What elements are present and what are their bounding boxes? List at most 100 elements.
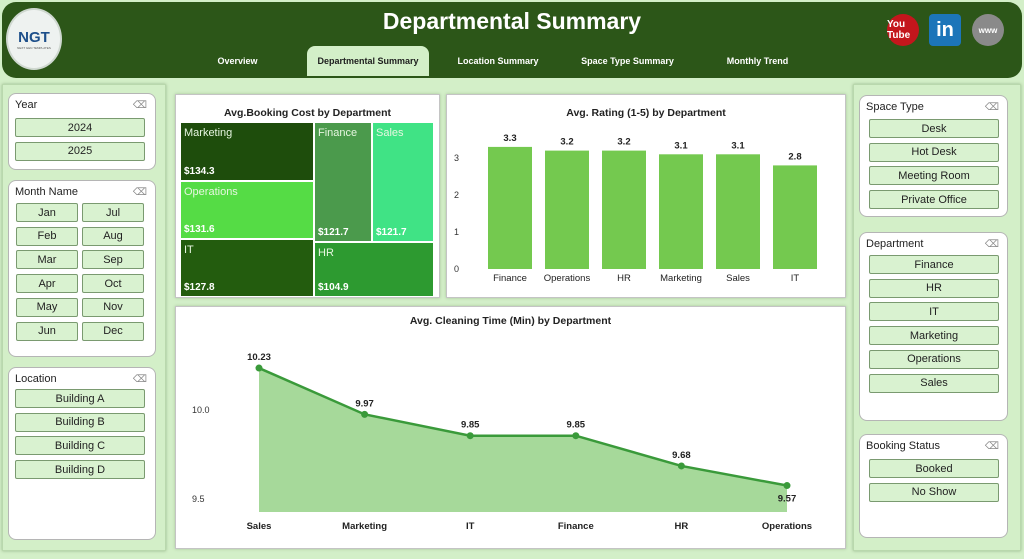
tab-space-type-summary[interactable]: Space Type Summary <box>581 56 674 66</box>
ngt-logo: NGT NEXT GEN TEMPLATES <box>6 8 62 70</box>
youtube-icon[interactable]: You Tube <box>887 14 919 46</box>
bar-sales[interactable] <box>716 154 760 269</box>
data-label: 3.3 <box>503 133 516 144</box>
slicer-option-desk[interactable]: Desk <box>869 119 999 138</box>
slicer-option-feb[interactable]: Feb <box>16 226 78 246</box>
slicer-option-building-a[interactable]: Building A <box>15 389 145 408</box>
data-label: 9.85 <box>567 420 586 431</box>
eraser-icon[interactable]: ⌫ <box>984 441 999 452</box>
slicer-option-jul[interactable]: Jul <box>82 203 144 222</box>
bar-operations[interactable] <box>545 150 589 269</box>
slicer-option-meeting-room[interactable]: Meeting Room <box>869 166 999 186</box>
location-slicer: Location ⌫ Building A Building B Building C B… <box>8 367 156 540</box>
data-point-finance[interactable] <box>572 432 580 440</box>
slicer-option-building-c[interactable]: Building C <box>15 436 145 456</box>
slicer-option-marketing[interactable]: Marketing <box>869 326 999 346</box>
y-tick-label: 9.5 <box>192 494 205 504</box>
slicer-title: Month Name <box>15 186 78 198</box>
eraser-icon[interactable]: ⌫ <box>984 239 999 250</box>
data-point-operations[interactable] <box>783 482 791 490</box>
area-fill <box>259 368 787 512</box>
eraser-icon[interactable]: ⌫ <box>132 374 147 385</box>
slicer-option-may[interactable]: May <box>16 297 78 317</box>
bar-it[interactable] <box>773 165 817 269</box>
tile-label: Operations <box>184 186 238 198</box>
slicer-option-dec[interactable]: Dec <box>82 321 144 341</box>
y-tick-label: 2 <box>454 190 459 200</box>
treemap-tile-finance[interactable]: Finance $121.7 <box>314 122 372 242</box>
data-point-hr[interactable] <box>677 462 685 470</box>
tile-value: $134.3 <box>184 166 215 177</box>
tile-value: $127.8 <box>184 282 215 293</box>
eraser-icon[interactable]: ⌫ <box>984 102 999 113</box>
x-tick-label: Finance <box>558 521 594 532</box>
space-type-slicer: Space Type ⌫ Desk Hot Desk Meeting Room Priva… <box>859 95 1008 217</box>
slicer-option-finance[interactable]: Finance <box>869 255 999 274</box>
slicer-option-no-show[interactable]: No Show <box>869 482 999 502</box>
x-tick-label: Sales <box>247 521 272 532</box>
slicer-option-sales[interactable]: Sales <box>869 373 999 393</box>
x-tick-label: Operations <box>762 521 812 532</box>
y-tick-label: 1 <box>454 227 459 237</box>
data-label: 9.85 <box>461 420 480 431</box>
treemap-tile-it[interactable]: IT $127.8 <box>180 239 314 297</box>
treemap-tile-operations[interactable]: Operations $131.6 <box>180 181 314 239</box>
data-point-it[interactable] <box>466 432 474 440</box>
booking-status-slicer: Booking Status ⌫ Booked No Show <box>859 434 1008 538</box>
logo-subtext: NEXT GEN TEMPLATES <box>17 45 51 50</box>
bar-hr[interactable] <box>602 150 646 269</box>
tile-value: $121.7 <box>376 227 407 238</box>
slicer-option-mar[interactable]: Mar <box>16 250 78 270</box>
treemap-tile-hr[interactable]: HR $104.9 <box>314 242 434 297</box>
slicer-option-sep[interactable]: Sep <box>82 250 144 270</box>
slicer-option-building-b[interactable]: Building B <box>15 412 145 432</box>
slicer-option-jan[interactable]: Jan <box>16 203 78 222</box>
cleaning-time-area-chart: Avg. Cleaning Time (Min) by Department 1… <box>175 306 846 549</box>
logo-text: NGT <box>18 28 50 46</box>
tab-overview[interactable]: Overview <box>217 56 258 66</box>
chart-title: Avg. Cleaning Time (Min) by Department <box>409 315 612 327</box>
slicer-option-building-d[interactable]: Building D <box>15 460 145 480</box>
slicer-option-booked[interactable]: Booked <box>869 459 999 478</box>
treemap-tile-sales[interactable]: Sales $121.7 <box>372 122 434 242</box>
slicer-option-oct[interactable]: Oct <box>82 274 144 294</box>
x-tick-label: HR <box>675 521 689 532</box>
year-slicer: Year ⌫ 2024 2025 <box>8 93 156 170</box>
slicer-option-aug[interactable]: Aug <box>82 226 144 246</box>
slicer-title: Location <box>15 373 57 385</box>
linkedin-icon[interactable]: in <box>929 14 961 46</box>
slicer-option-apr[interactable]: Apr <box>16 274 78 294</box>
slicer-option-it[interactable]: IT <box>869 302 999 322</box>
bar-finance[interactable] <box>488 146 532 269</box>
treemap-tile-marketing[interactable]: Marketing $134.3 <box>180 122 314 181</box>
data-label: 9.68 <box>672 450 691 461</box>
slicer-option-2025[interactable]: 2025 <box>15 141 145 161</box>
chart-title: Avg.Booking Cost by Department <box>223 107 392 119</box>
data-point-marketing[interactable] <box>361 410 369 418</box>
slicer-option-jun[interactable]: Jun <box>16 321 78 341</box>
eraser-icon[interactable]: ⌫ <box>132 100 147 111</box>
slicer-title: Department <box>866 238 924 250</box>
page-title: Departmental Summary <box>382 8 642 34</box>
slicer-option-private-office[interactable]: Private Office <box>869 190 999 210</box>
globe-icon[interactable]: www <box>972 14 1004 46</box>
x-tick-label: IT <box>466 521 475 532</box>
month-slicer: Month Name ⌫ Jan Jul Feb Aug Mar Sep Apr Oct May No… <box>8 180 156 357</box>
x-tick-label: Sales <box>726 273 750 284</box>
tab-departmental-summary[interactable]: Departmental Summary <box>307 46 429 76</box>
slicer-option-nov[interactable]: Nov <box>82 297 144 317</box>
tile-value: $131.6 <box>184 224 215 235</box>
eraser-icon[interactable]: ⌫ <box>132 187 147 198</box>
slicer-option-hot-desk[interactable]: Hot Desk <box>869 142 999 162</box>
tile-label: Finance <box>318 127 358 139</box>
slicer-title: Booking Status <box>866 440 940 452</box>
tab-location-summary[interactable]: Location Summary <box>457 56 539 66</box>
bar-marketing[interactable] <box>659 154 703 269</box>
tab-monthly-trend[interactable]: Monthly Trend <box>726 56 789 66</box>
x-tick-label: Finance <box>493 273 527 284</box>
slicer-option-operations[interactable]: Operations <box>869 349 999 369</box>
data-point-sales[interactable] <box>255 364 263 372</box>
slicer-option-hr[interactable]: HR <box>869 278 999 298</box>
slicer-option-2024[interactable]: 2024 <box>15 118 145 137</box>
data-label: 2.8 <box>788 151 801 162</box>
